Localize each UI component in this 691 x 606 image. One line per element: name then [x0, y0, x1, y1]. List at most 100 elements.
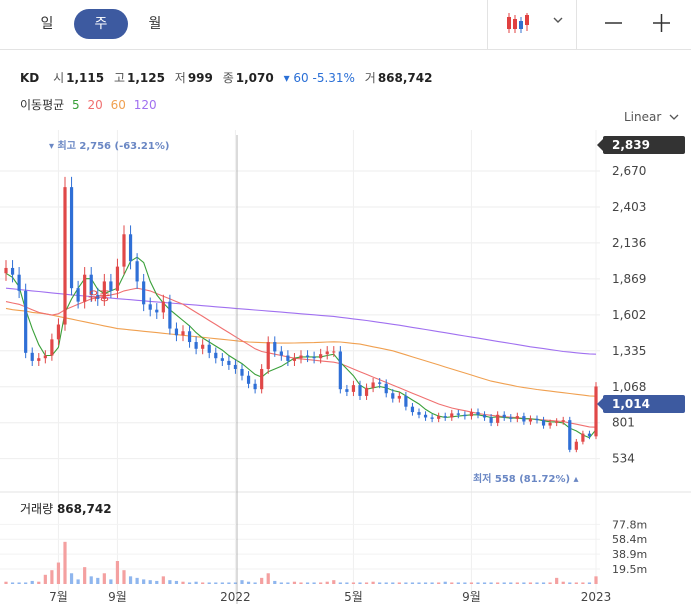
volume-bar	[555, 577, 559, 584]
tab-daily[interactable]: 일	[40, 16, 54, 32]
volume-bar	[142, 579, 146, 584]
candle	[581, 433, 585, 442]
candle	[548, 422, 552, 426]
candle	[96, 294, 100, 299]
volume-bar	[17, 582, 21, 584]
scale-mode-selector[interactable]: Linear	[624, 110, 679, 124]
volume-bar	[194, 581, 198, 584]
volume-bar	[286, 582, 290, 584]
candle	[489, 417, 493, 423]
candle	[30, 352, 34, 361]
halt-annotation: 유증	[88, 289, 110, 303]
time-tick-label: 7월	[49, 590, 68, 604]
candle	[509, 417, 513, 419]
time-tick-label: 2023	[581, 590, 612, 604]
volume-bar	[240, 580, 244, 584]
volume-bar	[161, 576, 165, 584]
zoom-in-button[interactable]	[644, 8, 678, 38]
volume-bar	[561, 581, 565, 584]
volume-bar	[502, 582, 506, 584]
zoom-out-button[interactable]	[596, 8, 630, 38]
volume-bar	[338, 582, 342, 584]
volume-bar	[456, 582, 460, 584]
candle	[574, 441, 578, 450]
candle	[312, 356, 316, 359]
ma60-line	[5, 307, 597, 397]
volume-bar	[437, 582, 441, 584]
candle	[187, 331, 192, 343]
volume-legend-label: 거래량	[20, 502, 54, 516]
chart-type-selector[interactable]	[487, 0, 577, 49]
candle	[69, 187, 74, 289]
candle	[594, 386, 598, 437]
volume-bar	[135, 577, 139, 584]
candle	[109, 281, 113, 291]
candle	[469, 412, 474, 417]
high-value: 1,125	[126, 71, 165, 85]
volume-bar	[69, 573, 74, 584]
candle	[338, 351, 342, 390]
volume-bar	[541, 582, 546, 584]
close-value: 1,070	[235, 71, 274, 85]
candle	[496, 414, 500, 423]
candle	[174, 328, 179, 336]
volume-bar	[246, 581, 251, 584]
volume-tick-label: 77.8m	[612, 518, 647, 531]
volume-bar	[279, 582, 283, 584]
volume-bar	[371, 581, 375, 584]
candle	[450, 413, 454, 418]
candle	[404, 395, 408, 407]
candle	[286, 355, 290, 361]
volume-bar	[220, 582, 224, 584]
volume-bar	[214, 582, 218, 584]
volume-bar	[10, 582, 15, 584]
candle	[246, 375, 251, 384]
candle	[443, 416, 447, 418]
candle	[227, 360, 231, 365]
volume-tick-label: 38.9m	[612, 548, 647, 561]
volume-bar	[299, 582, 303, 584]
tab-weekly[interactable]: 주	[74, 9, 128, 39]
candle	[522, 416, 526, 422]
candle	[240, 368, 244, 376]
candle	[378, 382, 382, 384]
volume-bar	[76, 579, 80, 584]
volume-bar	[155, 580, 159, 584]
close-label: 종	[222, 71, 234, 85]
volume-bar	[128, 576, 133, 584]
candle	[384, 383, 388, 394]
candle	[37, 358, 41, 361]
candle	[463, 414, 467, 417]
volume-bar	[548, 582, 552, 584]
price-chart[interactable]: 2,670 2,403 2,136 1,869 1,602 1,335 1,068 801 53…	[0, 130, 691, 606]
volume-bar	[50, 570, 54, 584]
volume-bar	[482, 582, 487, 584]
high-annotation: ▾ 최고 2,756 (-63.21%)	[49, 139, 169, 152]
volume-bar	[37, 581, 41, 584]
volume-bar	[312, 582, 316, 584]
candle	[266, 342, 270, 369]
moving-average-label: 이동평균	[20, 98, 65, 112]
volume-bar	[260, 577, 264, 584]
chevron-down-icon	[553, 17, 563, 23]
tab-monthly[interactable]: 월	[148, 16, 162, 32]
volume-bar	[305, 582, 310, 584]
candle	[214, 352, 218, 359]
candle	[24, 290, 28, 353]
volume-bar	[233, 582, 238, 584]
volume-bar	[450, 582, 454, 584]
ma120-label: 120	[133, 98, 157, 112]
candle	[397, 395, 401, 399]
change-percent: -5.31%	[312, 71, 355, 85]
candle	[345, 389, 349, 392]
current-price-value: 1,014	[612, 397, 650, 411]
candle	[43, 355, 47, 359]
candle	[56, 324, 61, 340]
low-annotation: 최저 558 (81.72%) ▴	[473, 472, 579, 485]
candle	[292, 358, 297, 361]
ma5-label: 5	[72, 98, 80, 112]
volume-bar	[227, 582, 231, 584]
candle	[358, 385, 362, 396]
candle	[83, 274, 87, 302]
volume-bar	[89, 576, 93, 584]
